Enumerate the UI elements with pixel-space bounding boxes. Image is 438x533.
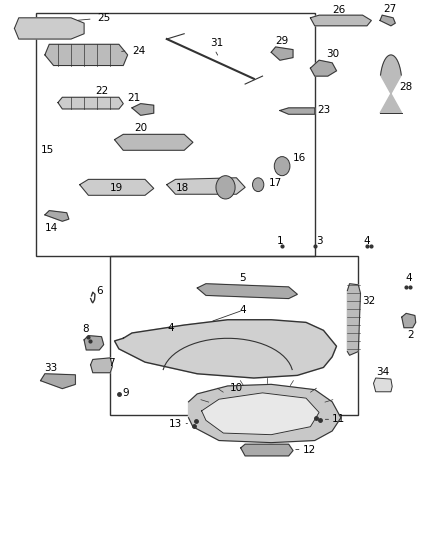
Text: 12: 12 <box>303 445 316 455</box>
Polygon shape <box>402 313 416 328</box>
Polygon shape <box>271 47 293 60</box>
Polygon shape <box>380 55 402 113</box>
Polygon shape <box>41 374 75 389</box>
Text: 4: 4 <box>168 322 174 333</box>
Text: 10: 10 <box>230 383 243 393</box>
Polygon shape <box>80 180 154 195</box>
Text: 4: 4 <box>240 305 246 315</box>
Polygon shape <box>311 15 371 26</box>
Text: 19: 19 <box>110 183 124 193</box>
Polygon shape <box>45 211 69 221</box>
Text: 14: 14 <box>45 223 58 233</box>
Text: 33: 33 <box>44 363 57 373</box>
Text: 28: 28 <box>399 82 413 92</box>
Text: 3: 3 <box>316 236 322 246</box>
Polygon shape <box>280 108 315 114</box>
Text: 17: 17 <box>269 178 283 188</box>
Bar <box>36 13 315 256</box>
Polygon shape <box>132 103 154 115</box>
Text: 5: 5 <box>240 273 246 282</box>
Text: 18: 18 <box>175 183 189 193</box>
Circle shape <box>253 178 264 191</box>
Polygon shape <box>45 44 127 66</box>
Text: 20: 20 <box>134 123 147 133</box>
Text: 8: 8 <box>82 324 89 334</box>
Text: 9: 9 <box>122 388 129 398</box>
Polygon shape <box>197 284 297 298</box>
Text: 23: 23 <box>317 105 330 115</box>
Polygon shape <box>188 384 341 442</box>
Polygon shape <box>167 178 245 194</box>
Text: 4: 4 <box>406 273 412 282</box>
Polygon shape <box>91 358 113 373</box>
Text: 22: 22 <box>95 86 108 96</box>
Text: 11: 11 <box>332 414 346 424</box>
Polygon shape <box>14 18 84 39</box>
Text: 31: 31 <box>210 38 223 48</box>
Text: 25: 25 <box>97 13 110 23</box>
Text: 1: 1 <box>277 236 283 246</box>
Text: 26: 26 <box>332 5 345 15</box>
Polygon shape <box>241 444 293 456</box>
Text: 30: 30 <box>326 49 339 59</box>
Text: 21: 21 <box>127 93 141 102</box>
Text: 32: 32 <box>362 296 375 306</box>
Polygon shape <box>201 393 319 435</box>
Text: 6: 6 <box>96 286 103 296</box>
Polygon shape <box>115 134 193 150</box>
Polygon shape <box>115 320 336 378</box>
Text: 29: 29 <box>276 36 289 46</box>
Polygon shape <box>380 15 395 26</box>
Polygon shape <box>58 98 123 109</box>
Text: 4: 4 <box>364 236 370 246</box>
Text: 15: 15 <box>40 146 54 155</box>
Polygon shape <box>84 336 104 350</box>
Polygon shape <box>311 60 336 76</box>
Text: 2: 2 <box>407 330 414 341</box>
Circle shape <box>274 157 290 176</box>
Polygon shape <box>374 378 392 392</box>
Text: 7: 7 <box>109 358 115 368</box>
Polygon shape <box>347 284 360 355</box>
Text: 34: 34 <box>376 367 390 377</box>
Text: 13: 13 <box>169 418 182 429</box>
Bar <box>110 256 358 415</box>
Text: 24: 24 <box>132 46 145 55</box>
Text: 16: 16 <box>293 152 306 163</box>
Circle shape <box>216 176 235 199</box>
Text: 27: 27 <box>383 4 396 14</box>
